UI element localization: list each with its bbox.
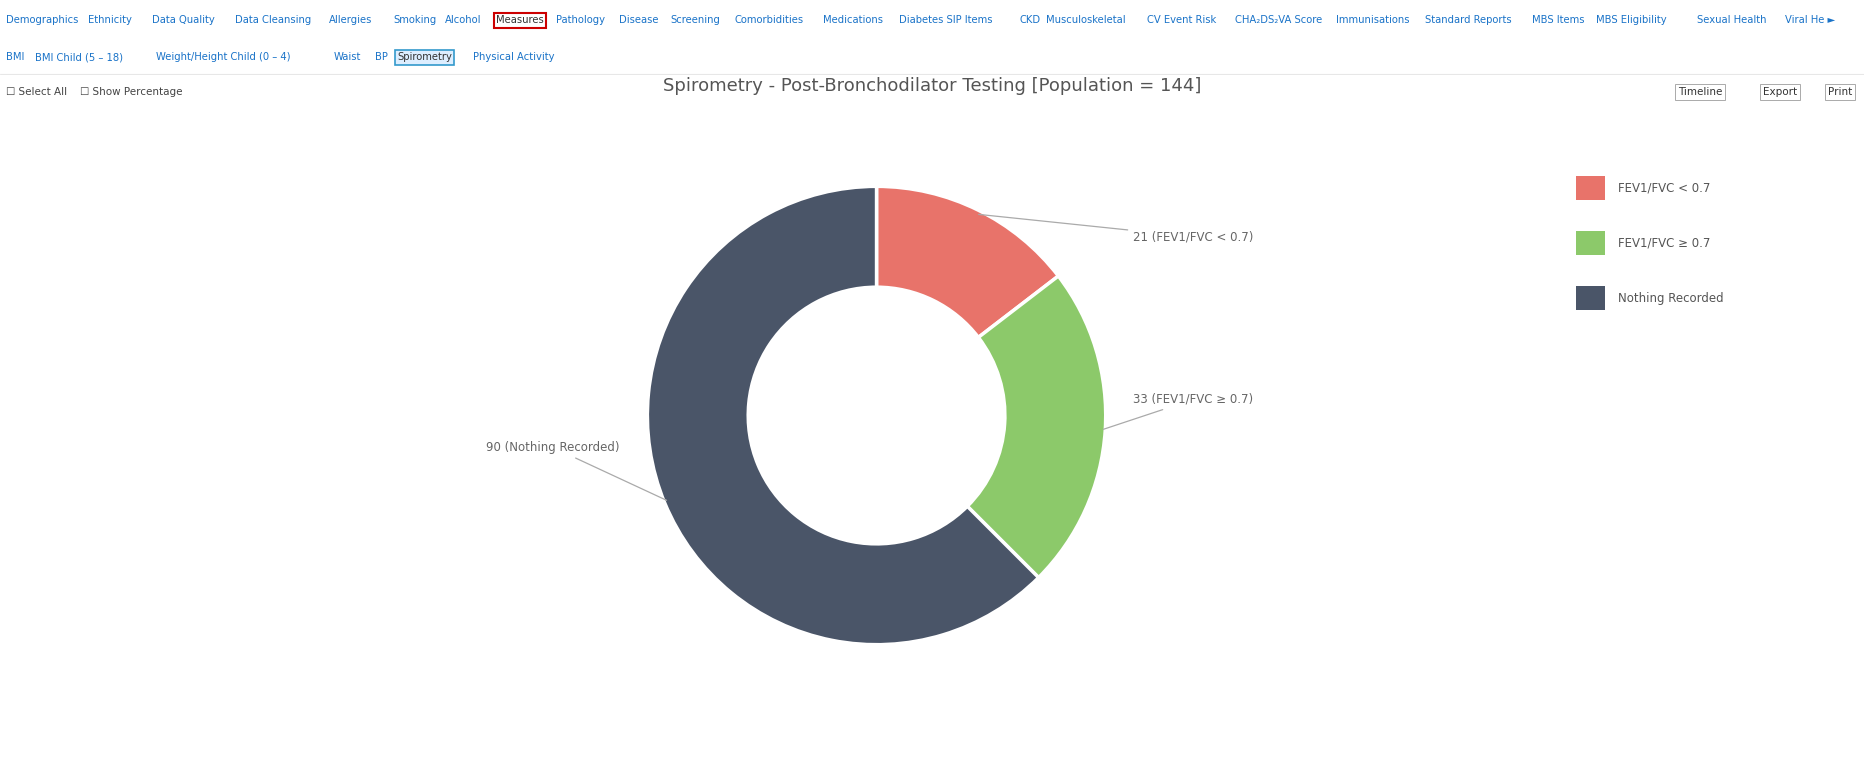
- Text: Diabetes SIP Items: Diabetes SIP Items: [898, 15, 992, 25]
- Text: Nothing Recorded: Nothing Recorded: [1616, 292, 1722, 305]
- Text: Export: Export: [1761, 87, 1797, 97]
- Text: Alcohol: Alcohol: [444, 15, 481, 25]
- Text: BP: BP: [375, 52, 388, 62]
- Text: Immunisations: Immunisations: [1335, 15, 1409, 25]
- Text: Allergies: Allergies: [330, 15, 373, 25]
- Text: Weight/Height Child (0 – 4): Weight/Height Child (0 – 4): [157, 52, 291, 62]
- Bar: [1575, 231, 1603, 255]
- Text: MBS Items: MBS Items: [1530, 15, 1584, 25]
- Text: Viral He ►: Viral He ►: [1784, 15, 1834, 25]
- Text: Smoking: Smoking: [393, 15, 436, 25]
- Wedge shape: [647, 187, 1038, 644]
- Text: Data Cleansing: Data Cleansing: [235, 15, 311, 25]
- Text: Standard Reports: Standard Reports: [1424, 15, 1510, 25]
- Text: 90 (Nothing Recorded): 90 (Nothing Recorded): [487, 441, 665, 500]
- Text: 21 (FEV1/FVC < 0.7): 21 (FEV1/FVC < 0.7): [979, 214, 1253, 243]
- Text: Screening: Screening: [671, 15, 720, 25]
- Text: Pathology: Pathology: [555, 15, 604, 25]
- Text: Data Quality: Data Quality: [153, 15, 214, 25]
- Text: ☐ Select All: ☐ Select All: [6, 87, 67, 97]
- Text: 33 (FEV1/FVC ≥ 0.7): 33 (FEV1/FVC ≥ 0.7): [1103, 393, 1253, 430]
- Text: Physical Activity: Physical Activity: [473, 52, 554, 62]
- Text: Demographics: Demographics: [6, 15, 78, 25]
- Text: Comorbidities: Comorbidities: [734, 15, 803, 25]
- Bar: [1575, 176, 1603, 200]
- Text: Measures: Measures: [496, 15, 544, 25]
- Text: CHA₂DS₂VA Score: CHA₂DS₂VA Score: [1234, 15, 1322, 25]
- Text: CKD: CKD: [1018, 15, 1040, 25]
- Wedge shape: [967, 276, 1105, 578]
- Text: Sexual Health: Sexual Health: [1696, 15, 1765, 25]
- Text: Print: Print: [1827, 87, 1851, 97]
- Bar: [1575, 286, 1603, 310]
- Text: Ethnicity: Ethnicity: [88, 15, 132, 25]
- Text: Disease: Disease: [619, 15, 658, 25]
- Text: BMI Child (5 – 18): BMI Child (5 – 18): [35, 52, 123, 62]
- Wedge shape: [876, 187, 1057, 337]
- Text: Medications: Medications: [822, 15, 884, 25]
- Text: Waist: Waist: [334, 52, 362, 62]
- Text: Spirometry: Spirometry: [397, 52, 451, 62]
- Text: BMI: BMI: [6, 52, 24, 62]
- Text: FEV1/FVC < 0.7: FEV1/FVC < 0.7: [1616, 181, 1709, 194]
- Text: Spirometry - Post-Bronchodilator Testing [Population = 144]: Spirometry - Post-Bronchodilator Testing…: [664, 78, 1200, 95]
- Text: ☐ Show Percentage: ☐ Show Percentage: [80, 87, 183, 97]
- Text: Musculoskeletal: Musculoskeletal: [1046, 15, 1124, 25]
- Text: FEV1/FVC ≥ 0.7: FEV1/FVC ≥ 0.7: [1616, 237, 1709, 249]
- Text: Timeline: Timeline: [1678, 87, 1720, 97]
- Text: MBS Eligibility: MBS Eligibility: [1596, 15, 1666, 25]
- Text: CV Event Risk: CV Event Risk: [1146, 15, 1215, 25]
